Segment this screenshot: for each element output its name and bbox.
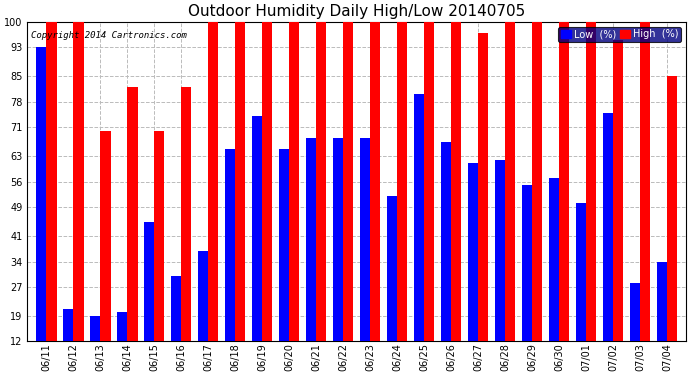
Bar [306, 138, 316, 375]
Bar [549, 178, 559, 375]
Bar [630, 284, 640, 375]
Bar [343, 22, 353, 375]
Bar [208, 22, 219, 375]
Bar [575, 203, 586, 375]
Bar [603, 112, 613, 375]
Bar [46, 22, 57, 375]
Bar [414, 94, 424, 375]
Bar [127, 87, 137, 375]
Legend: Low  (%), High  (%): Low (%), High (%) [558, 27, 681, 42]
Bar [144, 222, 155, 375]
Bar [387, 196, 397, 375]
Bar [478, 33, 489, 375]
Bar [235, 22, 246, 375]
Bar [90, 316, 100, 375]
Bar [505, 22, 515, 375]
Bar [451, 22, 462, 375]
Bar [522, 185, 532, 375]
Bar [73, 22, 83, 375]
Bar [198, 251, 208, 375]
Bar [316, 22, 326, 375]
Bar [360, 138, 370, 375]
Bar [252, 116, 262, 375]
Bar [36, 47, 46, 375]
Bar [289, 22, 299, 375]
Bar [495, 160, 505, 375]
Bar [370, 22, 380, 375]
Bar [640, 22, 650, 375]
Bar [532, 22, 542, 375]
Bar [468, 164, 478, 375]
Bar [397, 22, 407, 375]
Text: Copyright 2014 Cartronics.com: Copyright 2014 Cartronics.com [30, 32, 186, 40]
Bar [171, 276, 181, 375]
Bar [586, 22, 596, 375]
Bar [100, 131, 110, 375]
Bar [225, 149, 235, 375]
Bar [441, 142, 451, 375]
Bar [262, 22, 273, 375]
Bar [117, 312, 127, 375]
Bar [657, 261, 667, 375]
Bar [333, 138, 343, 375]
Title: Outdoor Humidity Daily High/Low 20140705: Outdoor Humidity Daily High/Low 20140705 [188, 4, 525, 19]
Bar [559, 22, 569, 375]
Bar [613, 40, 623, 375]
Bar [155, 131, 164, 375]
Bar [63, 309, 73, 375]
Bar [181, 87, 191, 375]
Bar [279, 149, 289, 375]
Bar [424, 22, 434, 375]
Bar [667, 76, 677, 375]
